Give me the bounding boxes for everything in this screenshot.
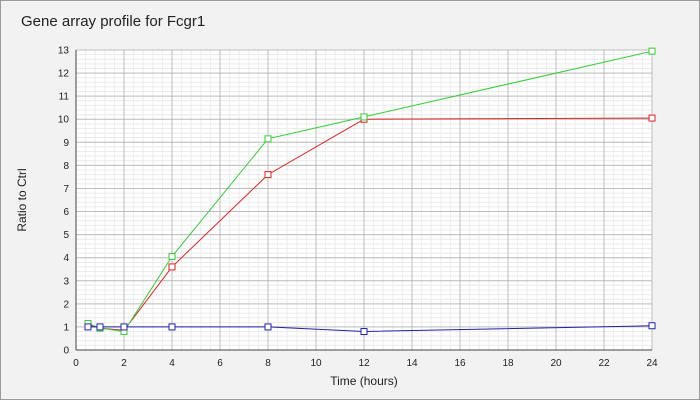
y-axis-label: Ratio to Ctrl xyxy=(15,168,29,231)
y-tick-label: 2 xyxy=(63,299,69,310)
series-3 xyxy=(84,322,656,336)
data-point xyxy=(168,323,176,331)
data-point xyxy=(120,323,128,331)
y-tick-label: 7 xyxy=(63,184,69,195)
data-point xyxy=(264,171,272,179)
x-tick-label: 22 xyxy=(598,358,610,369)
y-tick-label: 12 xyxy=(58,69,70,80)
data-point xyxy=(96,323,104,331)
y-tick-label: 13 xyxy=(58,46,70,57)
x-tick-label: 10 xyxy=(310,358,322,369)
data-point xyxy=(648,322,656,330)
y-tick-label: 8 xyxy=(63,161,69,172)
y-tick-label: 11 xyxy=(59,92,70,103)
y-tick-label: 1 xyxy=(63,322,69,333)
series-layer xyxy=(84,47,656,336)
x-tick-label: 0 xyxy=(73,358,79,369)
x-tick-labels: 0 2 4 6 8 10 12 14 16 18 20 22 24 xyxy=(73,358,658,369)
x-tick-label: 12 xyxy=(358,358,370,369)
axes xyxy=(75,50,652,351)
x-tick-label: 24 xyxy=(646,358,658,369)
x-tick-label: 4 xyxy=(169,358,175,369)
data-point xyxy=(360,328,368,336)
data-point xyxy=(648,114,656,122)
x-tick-label: 16 xyxy=(454,358,466,369)
x-axis-label: Time (hours) xyxy=(330,374,398,388)
y-tick-label: 6 xyxy=(63,207,69,218)
y-tick-label: 0 xyxy=(63,346,69,357)
data-point xyxy=(168,253,176,261)
data-point xyxy=(360,113,368,121)
chart-title: Gene array profile for Fcgr1 xyxy=(21,13,205,30)
y-tick-label: 3 xyxy=(63,276,69,287)
data-point xyxy=(84,323,92,331)
y-tick-label: 4 xyxy=(63,253,69,264)
x-tick-label: 20 xyxy=(550,358,562,369)
data-point xyxy=(264,323,272,331)
y-tick-label: 10 xyxy=(58,115,70,126)
data-point xyxy=(648,47,656,55)
y-tick-label: 5 xyxy=(63,230,69,241)
x-tick-label: 2 xyxy=(121,358,127,369)
data-point xyxy=(264,135,272,143)
data-point xyxy=(168,263,176,271)
x-tick-label: 8 xyxy=(265,358,271,369)
y-tick-label: 9 xyxy=(63,138,69,149)
x-tick-label: 18 xyxy=(502,358,514,369)
x-tick-label: 6 xyxy=(217,358,223,369)
x-tick-label: 14 xyxy=(406,358,418,369)
